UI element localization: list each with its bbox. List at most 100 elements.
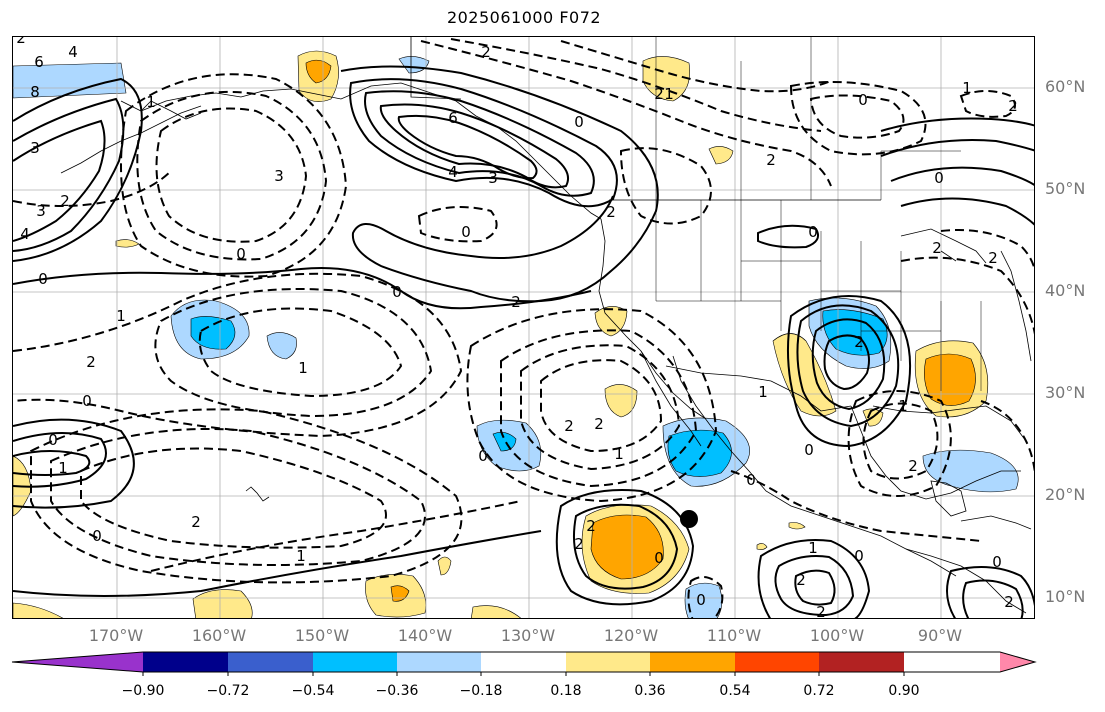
- us-mexico-border: [665, 365, 852, 412]
- contour-negative-31n-121w-c: [500, 329, 698, 488]
- contour-label: 2: [854, 333, 864, 351]
- shade-cyan-26n-113w: [667, 429, 732, 477]
- colorbar-tick-label: −0.18: [459, 683, 503, 699]
- contour-negative-31n-121w-d: [466, 308, 718, 503]
- contour-label: 4: [68, 43, 78, 61]
- contour-positive-12n-100w-b: [774, 555, 855, 617]
- contour-positive-ne-corner: [880, 117, 1034, 132]
- contour-label: 0: [804, 441, 814, 459]
- central-america: [905, 548, 1027, 614]
- hawaii: [245, 486, 270, 502]
- shade-yellow-30n-121w: [604, 384, 638, 418]
- contour-label: 2: [60, 192, 70, 210]
- contour-label: 6: [448, 109, 458, 127]
- contour-positive-alaska-6: [349, 78, 618, 208]
- contour-label: 1: [58, 459, 68, 477]
- colorbar-segment: [819, 652, 904, 672]
- map-title: 2025061000 F072: [446, 8, 602, 27]
- yucatan: [930, 480, 967, 517]
- contour-label: 0: [82, 392, 92, 410]
- contour-negative-canada-north: [560, 40, 832, 93]
- contour-label: 0: [574, 113, 584, 131]
- colorbar-extend-min: [12, 652, 143, 672]
- solid-contours: [13, 65, 1034, 618]
- contour-positive-alaska-5: [364, 90, 595, 197]
- shade-blue-36n-148w: [266, 332, 297, 360]
- contour-negative-60n-95w: [959, 90, 1016, 118]
- contour-label: 0: [854, 547, 864, 565]
- contour-label: 0: [461, 223, 471, 241]
- coastlines: [60, 37, 1032, 614]
- colorbar-segment: [228, 652, 313, 672]
- contour-label: 2: [574, 535, 584, 553]
- lon-label-100w: 100°W: [809, 626, 865, 645]
- colorbar-ticks: [142, 672, 905, 676]
- shade-orange-60n-150w: [305, 59, 332, 84]
- contour-label: 2: [654, 85, 664, 103]
- contour-label: 0: [236, 245, 246, 263]
- location-marker: [680, 510, 698, 528]
- contour-label: 1: [614, 445, 624, 463]
- lat-label-20n: 20°N: [1045, 485, 1086, 504]
- contour-label: 3: [30, 139, 40, 157]
- contour-label: 0: [696, 591, 706, 609]
- contour-label: 1: [808, 539, 818, 557]
- east-coast: [1000, 250, 1032, 362]
- contour-label: 2: [766, 151, 776, 169]
- canada-provinces: [655, 37, 961, 200]
- colorbar-segment: [481, 652, 566, 672]
- contour-label: 0: [746, 471, 756, 489]
- colorbar-tick-label: −0.36: [375, 683, 419, 699]
- contour-label: 1: [116, 307, 126, 325]
- contour-positive-nw-corner: [13, 77, 143, 262]
- contour-negative-31n-121w-b: [520, 344, 681, 471]
- colorbar-tick-label: 0.90: [888, 683, 920, 699]
- contour-positive-low-16n-121w-b: [573, 503, 679, 590]
- contour-label: 8: [30, 83, 40, 101]
- shade-yellow-47n-168w: [115, 239, 140, 248]
- shade-yellow-14n-108w: [756, 543, 768, 550]
- contour-label: 0: [478, 447, 488, 465]
- contour-negative-47n-140w: [417, 206, 498, 243]
- shade-orange-11n-141w: [390, 585, 410, 602]
- contour-label: 2: [816, 603, 826, 619]
- colorbar-segment: [143, 652, 228, 672]
- contour-negative-36n-150w-c: [13, 272, 463, 438]
- contour-label: 4: [20, 225, 30, 243]
- shade-cyan-38n-155w: [190, 316, 236, 350]
- contour-positive-high-36n-99w-d: [786, 295, 912, 448]
- colorbar-tick-label: −0.72: [206, 683, 250, 699]
- lon-label-90w: 90°W: [917, 626, 963, 645]
- contour-positive-12n-100w-c: [794, 569, 836, 606]
- contour-negative-22n-150w-b: [50, 428, 426, 566]
- shade-yellow-8n-170w: [13, 602, 64, 618]
- contour-label: 1: [664, 85, 674, 103]
- contour-negative-53n-155w-b: [136, 90, 328, 261]
- contour-label: 6: [34, 53, 44, 71]
- mexico-coast: [712, 428, 957, 577]
- contour-negative-53n-155w-c: [120, 73, 348, 278]
- shade-yellow-61n-118w: [642, 56, 690, 102]
- shade-blue-60n-140w: [398, 56, 430, 74]
- shade-yellow-10n-158w: [192, 589, 253, 618]
- contour-label: 2: [481, 43, 491, 61]
- sw-alaska-coast: [120, 100, 202, 120]
- contour-label: 0: [808, 223, 818, 241]
- lat-label-30n: 30°N: [1045, 383, 1086, 402]
- contour-negative-36n-150w: [198, 307, 403, 398]
- shade-yellow-18n-140w: [437, 556, 452, 576]
- contour-label: 2: [932, 239, 942, 257]
- contour-labels: 6 8 4 4 3 2 3 0 1 2 0 3 6 4 3 0 0 2 0 2 …: [16, 37, 1018, 619]
- contour-negative-31n-121w: [540, 359, 663, 453]
- colorbar-segment: [566, 652, 650, 672]
- contour-label: 2: [586, 517, 596, 535]
- contour-label: 2: [1004, 593, 1014, 611]
- contour-label: 1: [296, 547, 306, 565]
- colorbar-tick-label: −0.54: [291, 683, 335, 699]
- contour-positive-nw-corner-c: [13, 119, 106, 242]
- contour-positive-low-16n-121w: [555, 489, 695, 606]
- contour-negative-55n-105w: [789, 81, 927, 156]
- contour-positive-high-36n-99w-b: [811, 318, 886, 411]
- colorbar-segment: [313, 652, 397, 672]
- contour-negative-22n-150w-c: [30, 408, 463, 584]
